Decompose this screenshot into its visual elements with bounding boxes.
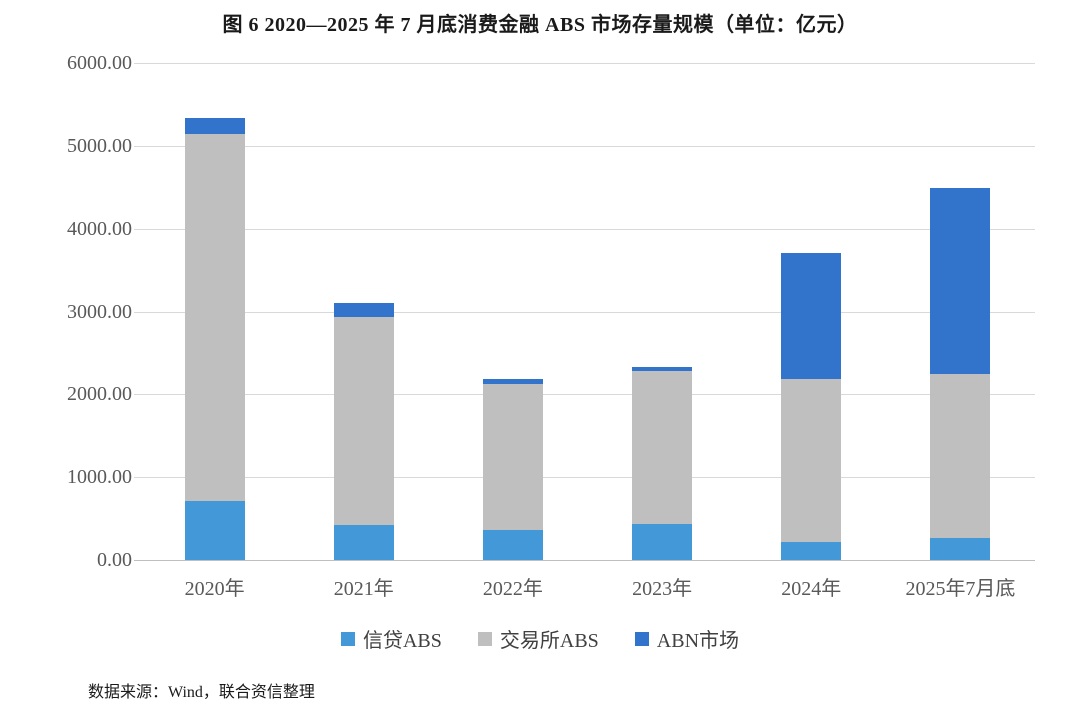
bar-segment	[930, 373, 991, 539]
y-tick-label: 2000.00	[67, 383, 132, 406]
bar-segment	[482, 530, 543, 560]
bar-segment	[781, 252, 842, 380]
legend-label: ABN市场	[656, 630, 740, 652]
x-tick-label: 2023年	[632, 578, 693, 600]
bars-layer	[140, 63, 1035, 560]
bar-slot-0	[140, 63, 289, 560]
stacked-bar	[333, 303, 394, 560]
legend-item: 交易所ABS	[477, 624, 599, 653]
gridline	[134, 477, 1035, 479]
legend: 信贷ABS 交易所ABS ABN市场	[0, 624, 1080, 653]
bar-segment	[781, 541, 842, 560]
y-tick-label: 6000.00	[67, 52, 132, 74]
legend-swatch-icon	[340, 631, 355, 646]
stacked-bar	[184, 118, 245, 560]
bar-segment	[482, 383, 543, 531]
bar-slot-5	[886, 63, 1035, 560]
gridline	[134, 394, 1035, 396]
bar-segment	[482, 378, 543, 384]
bar-segment	[184, 134, 245, 502]
gridline	[134, 311, 1035, 313]
x-tick-label: 2021年	[333, 578, 394, 600]
bar-slot-1	[289, 63, 438, 560]
bar-segment	[632, 524, 693, 560]
bar-segment	[184, 118, 245, 135]
bar-segment	[930, 188, 991, 374]
x-tick-label: 2024年	[781, 578, 842, 600]
legend-label: 交易所ABS	[499, 630, 599, 652]
bar-segment	[632, 367, 693, 372]
gridline	[134, 63, 1035, 64]
stacked-bar	[930, 188, 991, 560]
stacked-bar	[482, 378, 543, 560]
bar-slot-4	[737, 63, 886, 560]
stacked-bar	[781, 252, 842, 560]
legend-swatch-icon	[634, 631, 649, 646]
bar-segment	[333, 303, 394, 318]
gridline	[134, 228, 1035, 230]
x-tick-label: 2025年7月底	[905, 578, 1016, 600]
y-tick-label: 1000.00	[67, 466, 132, 489]
gridline	[134, 145, 1035, 147]
x-axis-line	[134, 560, 1035, 561]
bar-segment	[781, 379, 842, 542]
y-tick-label: 3000.00	[67, 300, 132, 323]
y-tick-label: 0.00	[97, 549, 132, 571]
chart-title: 图 6 2020—2025 年 7 月底消费金融 ABS 市场存量规模（单位：亿…	[222, 14, 858, 36]
y-tick-label: 5000.00	[67, 134, 132, 157]
bar-segment	[184, 501, 245, 560]
legend-item: 信贷ABS	[340, 624, 442, 653]
legend-label: 信贷ABS	[362, 630, 442, 652]
y-tick-label: 4000.00	[67, 217, 132, 240]
x-tick-label: 2022年	[482, 578, 543, 600]
bar-slot-2	[438, 63, 587, 560]
legend-item: ABN市场	[634, 624, 740, 653]
x-axis-labels: 2020年 2021年 2022年 2023年 2024年 2025年7月底	[140, 572, 1035, 601]
source-note: 数据来源：Wind，联合资信整理	[88, 684, 315, 701]
legend-swatch-icon	[477, 631, 492, 646]
bar-slot-3	[588, 63, 737, 560]
bar-segment	[333, 525, 394, 560]
bar-segment	[333, 317, 394, 526]
bar-segment	[632, 371, 693, 525]
x-tick-label: 2020年	[184, 578, 245, 600]
plot-area	[134, 63, 1035, 561]
stacked-bar	[632, 367, 693, 560]
bar-segment	[930, 538, 991, 560]
